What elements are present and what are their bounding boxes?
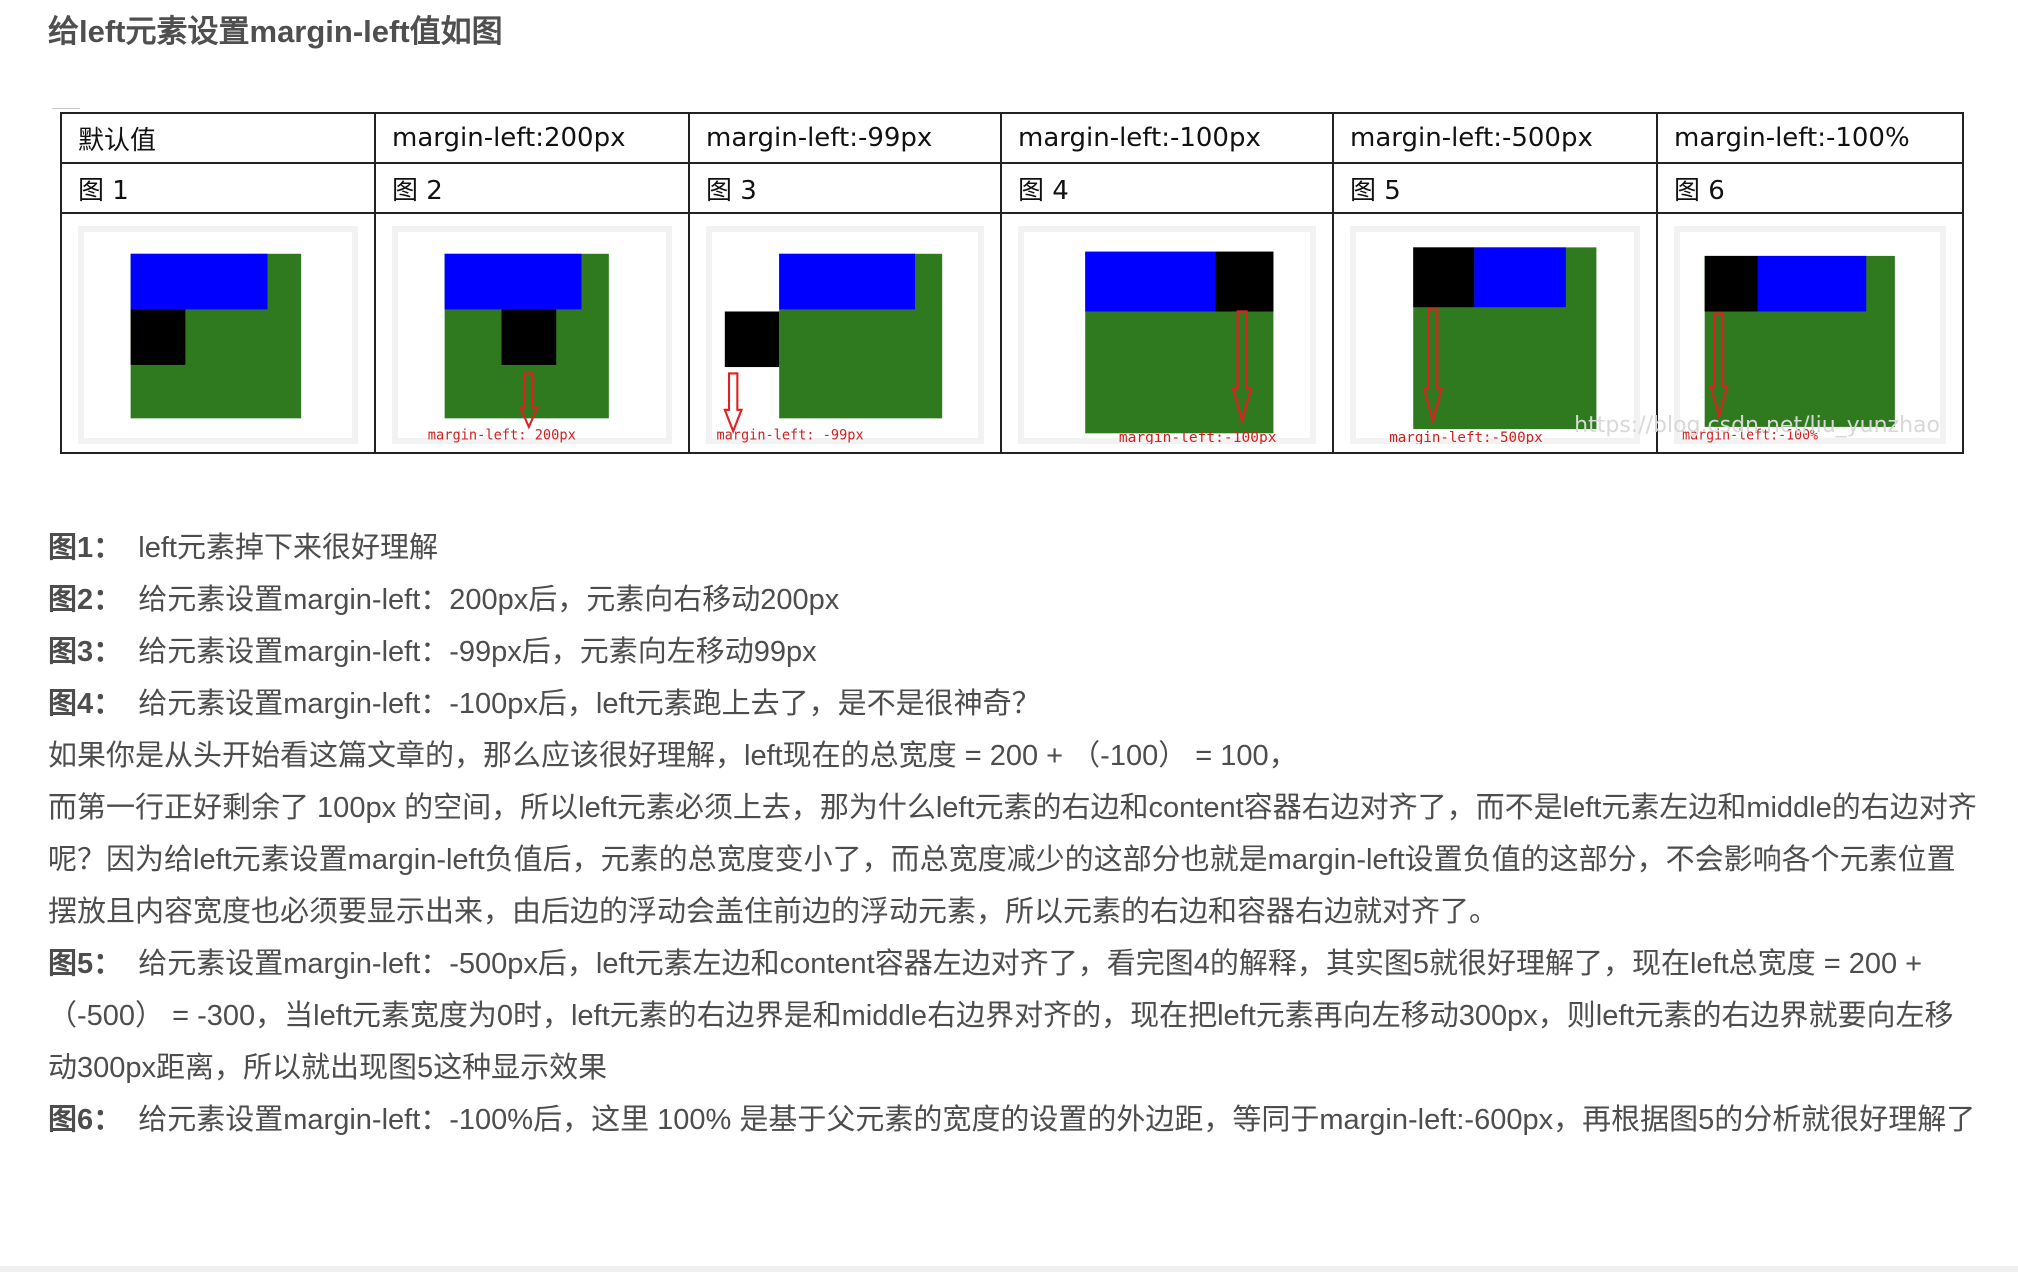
figure-number: 图 4 — [1000, 162, 1334, 214]
figure-number: 图 3 — [688, 162, 1002, 214]
paragraph-text: left元素掉下来很好理解 — [138, 532, 438, 564]
diagram-1 — [78, 226, 358, 444]
left-box — [724, 311, 780, 368]
comparison-table: 默认值 margin-left:200px margin-left:-99px … — [60, 112, 1964, 454]
paragraph-text: 而第一行正好剩余了 100px 的空间，所以left元素必须上去，那为什么lef… — [48, 792, 1977, 928]
diagram-4: margin-left:-100px — [1018, 226, 1316, 444]
diagram-2: margin-left: 200px — [392, 226, 672, 444]
diagram-cell: margin-left:-500px — [1332, 212, 1658, 454]
arrow-icon — [1422, 308, 1443, 425]
paragraph-text: 给元素设置margin-left：-100px后，left元素跑上去了，是不是很… — [138, 688, 1041, 720]
figure-label: 图3： — [48, 636, 123, 668]
arrow-icon — [518, 372, 539, 430]
page-title: 给left元素设置margin-left值如图 — [48, 14, 503, 49]
diagram-5: margin-left:-500px — [1350, 226, 1640, 444]
table-header-row: 默认值 margin-left:200px margin-left:-99px … — [60, 112, 1964, 164]
diagram-cell: margin-left:-100% https://blog.csdn.net/… — [1574, 212, 1964, 454]
left-box — [1704, 255, 1758, 312]
paragraph-text: 给元素设置margin-left：-99px后，元素向左移动99px — [138, 636, 817, 668]
diagram-cell — [60, 212, 376, 454]
middle-box — [444, 253, 582, 310]
diagram-caption: margin-left: -99px — [716, 428, 863, 444]
arrow-icon — [723, 372, 744, 435]
paragraph: 图3： 给元素设置margin-left：-99px后，元素向左移动99px — [48, 626, 1978, 678]
paragraph: 图2： 给元素设置margin-left：200px后，元素向右移动200px — [48, 574, 1978, 626]
table-cell: 默认值 — [60, 112, 376, 164]
watermark: https://blog.csdn.net/liu_yunzhao — [1574, 413, 1940, 438]
table-row: 图 1 图 2 图 3 图 4 图 5 图 6 — [60, 162, 1964, 214]
middle-box — [1085, 251, 1216, 312]
left-box — [501, 309, 557, 365]
figure-label: 图5： — [48, 948, 123, 980]
arrow-icon — [1709, 312, 1729, 421]
diagram-caption: margin-left:-100% — [1682, 427, 1818, 443]
diagram-caption: margin-left:-100px — [1119, 430, 1277, 444]
paragraph-text: 给元素设置margin-left：200px后，元素向右移动200px — [138, 584, 840, 616]
diagram-6: margin-left:-100% https://blog.csdn.net/… — [1574, 226, 1946, 444]
diagram-cell: margin-left: -99px — [688, 212, 1002, 454]
middle-box — [1757, 255, 1867, 312]
diagram-row: margin-left: 200px margin-left: -99px — [60, 212, 1964, 454]
left-box — [1413, 247, 1475, 308]
table-cell: margin-left:-500px — [1332, 112, 1658, 164]
figure-number: 图 6 — [1656, 162, 1964, 214]
diagram-3: margin-left: -99px — [706, 226, 984, 444]
table-cell: margin-left:-100% — [1656, 112, 1964, 164]
figure-label: 图1： — [48, 532, 123, 564]
arrow-icon — [1231, 310, 1253, 425]
middle-box — [130, 253, 268, 310]
paragraph: 图5： 给元素设置margin-left：-500px后，left元素左边和co… — [48, 938, 1978, 1094]
divider — [0, 1266, 2018, 1272]
figure-label: 图4： — [48, 688, 123, 720]
divider — [52, 108, 80, 109]
figure-number: 图 2 — [374, 162, 690, 214]
figure-number: 图 5 — [1332, 162, 1658, 214]
paragraph-text: 给元素设置margin-left：-500px后，left元素左边和conten… — [48, 948, 1954, 1084]
figure-label: 图2： — [48, 584, 123, 616]
diagram-caption: margin-left: 200px — [428, 428, 576, 444]
table-cell: margin-left:200px — [374, 112, 690, 164]
diagram-cell: margin-left:-100px — [1000, 212, 1334, 454]
middle-box — [1474, 247, 1566, 308]
paragraph-text: 如果你是从头开始看这篇文章的，那么应该很好理解，left现在的总宽度 = 200… — [48, 740, 1298, 772]
table-cell: margin-left:-99px — [688, 112, 1002, 164]
paragraph: 图6： 给元素设置margin-left：-100%后，这里 100% 是基于父… — [48, 1094, 1978, 1146]
left-box — [130, 309, 186, 365]
middle-box — [779, 253, 916, 310]
figure-label: 图6： — [48, 1104, 123, 1136]
explanation-text: 图1： left元素掉下来很好理解 图2： 给元素设置margin-left：2… — [48, 522, 1978, 1146]
paragraph: 图4： 给元素设置margin-left：-100px后，left元素跑上去了，… — [48, 678, 1978, 730]
table-cell: margin-left:-100px — [1000, 112, 1334, 164]
paragraph: 而第一行正好剩余了 100px 的空间，所以left元素必须上去，那为什么lef… — [48, 782, 1978, 938]
paragraph: 图1： left元素掉下来很好理解 — [48, 522, 1978, 574]
paragraph-text: 给元素设置margin-left：-100%后，这里 100% 是基于父元素的宽… — [138, 1104, 1976, 1136]
diagram-caption: margin-left:-500px — [1389, 430, 1542, 444]
diagram-cell: margin-left: 200px — [374, 212, 690, 454]
paragraph: 如果你是从头开始看这篇文章的，那么应该很好理解，left现在的总宽度 = 200… — [48, 730, 1978, 782]
figure-number: 图 1 — [60, 162, 376, 214]
left-box — [1215, 251, 1274, 312]
